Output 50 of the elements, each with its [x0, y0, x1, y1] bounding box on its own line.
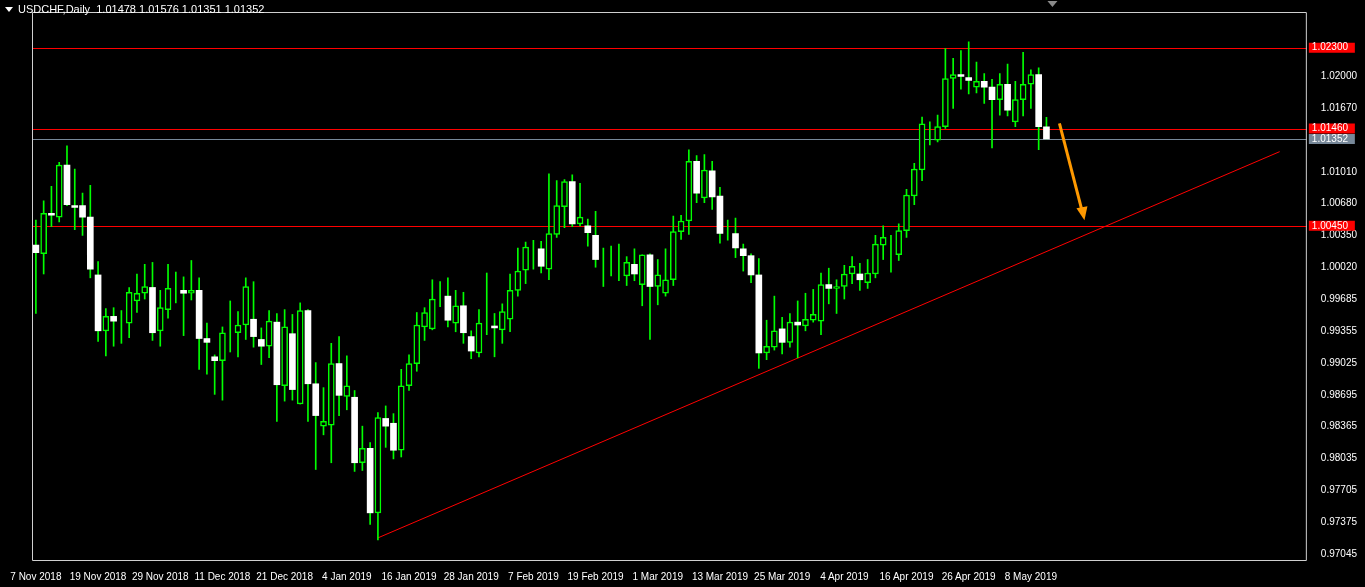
candlestick [141, 264, 149, 300]
ref-line-label: 1.01352 [1311, 132, 1349, 144]
x-tick-label: 19 Nov 2018 [69, 570, 127, 582]
x-tick-label: 16 Apr 2019 [879, 570, 934, 582]
candlestick [211, 354, 219, 395]
y-tick-label: 0.99025 [1320, 356, 1358, 368]
x-tick-label: 28 Jan 2019 [443, 570, 500, 582]
candlestick [957, 50, 965, 90]
x-tick-label: 7 Feb 2019 [508, 570, 560, 582]
candlestick [809, 289, 817, 323]
chart-title: USDCHF,Daily 1.01478 1.01576 1.01351 1.01352 [18, 3, 265, 15]
x-tick-label: 16 Jan 2019 [381, 570, 437, 582]
candlestick [133, 273, 141, 313]
y-tick-label: 1.02000 [1320, 70, 1358, 82]
candlestick [965, 41, 973, 95]
candlestick [879, 225, 887, 260]
y-tick-label: 0.98695 [1320, 388, 1358, 400]
x-tick-label: 8 May 2019 [1004, 570, 1058, 582]
candlestick [1019, 52, 1027, 117]
x-tick-label: 13 Mar 2019 [691, 570, 749, 582]
y-tick-label: 0.97705 [1320, 483, 1358, 495]
y-tick-label: 0.97045 [1320, 547, 1358, 559]
x-tick-label: 19 Feb 2019 [567, 570, 625, 582]
y-tick-label: 0.98035 [1320, 452, 1358, 464]
y-tick-label: 1.00020 [1320, 260, 1358, 272]
x-tick-label: 29 Nov 2018 [131, 570, 190, 582]
candlestick [203, 322, 211, 375]
x-tick-label: 25 Mar 2019 [754, 570, 811, 582]
y-tick-label: 0.98365 [1320, 420, 1358, 432]
x-tick-label: 26 Apr 2019 [941, 570, 997, 582]
x-tick-label: 7 Nov 2018 [10, 570, 62, 582]
y-tick-label: 0.99685 [1320, 293, 1358, 305]
y-tick-label: 1.01670 [1320, 102, 1358, 114]
y-tick-label: 0.97375 [1320, 515, 1358, 527]
candlestick [234, 311, 242, 358]
x-tick-label: 21 Dec 2018 [256, 570, 314, 582]
ref-line-label: 1.00450 [1311, 219, 1349, 231]
candlestick [343, 355, 351, 411]
ref-line-label: 1.02300 [1311, 41, 1349, 53]
candlestick [980, 73, 988, 104]
y-tick-label: 1.00350 [1320, 229, 1358, 241]
x-tick-label: 4 Apr 2019 [820, 570, 869, 582]
x-tick-label: 11 Dec 2018 [194, 570, 251, 582]
y-tick-label: 0.99355 [1320, 325, 1358, 337]
candlestick [576, 183, 584, 227]
x-tick-label: 1 Mar 2019 [632, 570, 684, 582]
ref-line-label: 1.01460 [1311, 122, 1349, 134]
y-tick-label: 1.01010 [1320, 165, 1358, 177]
y-tick-label: 1.00680 [1320, 197, 1358, 209]
x-tick-label: 4 Jan 2019 [322, 570, 372, 582]
